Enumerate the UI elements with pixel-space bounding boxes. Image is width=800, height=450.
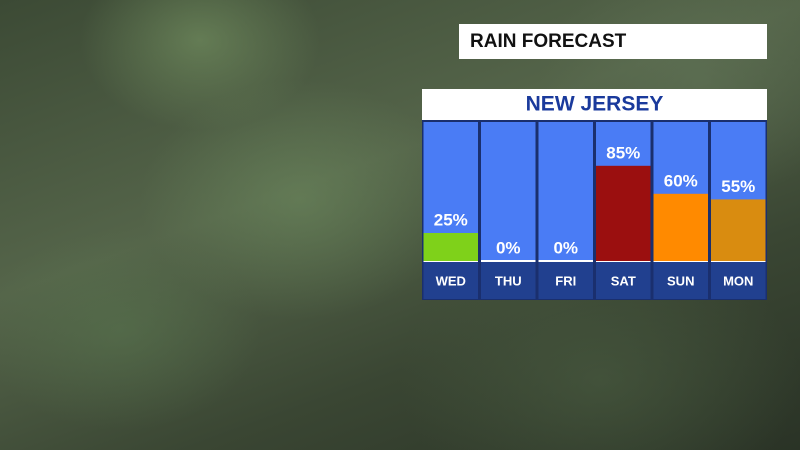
x-tick-label: SUN — [667, 273, 694, 288]
chart-subtitle: NEW JERSEY — [526, 93, 664, 116]
title-box — [459, 24, 767, 59]
x-tick-label: WED — [436, 273, 466, 288]
day-strip — [596, 262, 651, 299]
value-label: 25% — [434, 210, 468, 229]
value-label: 55% — [721, 177, 755, 196]
column-bg — [538, 122, 593, 261]
value-label: 85% — [606, 143, 640, 162]
x-tick-label: SAT — [611, 273, 636, 288]
value-label: 0% — [553, 238, 578, 257]
column-bg — [481, 122, 536, 261]
subtitle-box — [422, 89, 767, 120]
x-tick-label: MON — [723, 273, 753, 288]
day-strip — [481, 262, 536, 299]
bar — [596, 165, 651, 261]
bar — [711, 199, 766, 261]
bar — [423, 233, 478, 261]
x-tick-label: FRI — [555, 273, 576, 288]
bar — [653, 193, 708, 261]
value-label: 0% — [496, 238, 521, 257]
value-label: 60% — [664, 171, 698, 190]
x-tick-label: THU — [495, 273, 522, 288]
day-strip — [711, 262, 766, 299]
panel-frame — [422, 120, 767, 300]
day-strip — [653, 262, 708, 299]
day-strip — [538, 262, 593, 299]
day-strip — [423, 262, 478, 299]
chart-title: RAIN FORECAST — [470, 31, 627, 52]
